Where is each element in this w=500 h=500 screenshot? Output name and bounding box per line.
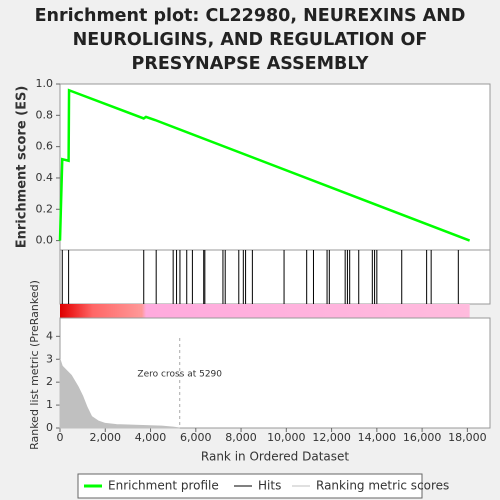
plot-area [59, 317, 491, 429]
x-tick-label: 12,000 [312, 431, 351, 444]
legend-label: Ranking metric scores [316, 479, 449, 493]
y-tick-label: 0.0 [36, 234, 54, 247]
chart-title: Enrichment plot: CL22980, NEUREXINS AND … [34, 6, 466, 74]
y-tick-label: 0 [46, 421, 53, 434]
x-tick-label: 0 [57, 431, 64, 444]
x-axis-label: Rank in Ordered Dataset [201, 450, 349, 464]
x-tick-label: 4,000 [135, 431, 167, 444]
y-tick-label: 2 [46, 375, 53, 388]
x-tick-label: 16,000 [403, 431, 442, 444]
y-tick-label: 1 [46, 398, 53, 411]
y-tick-label: 0.6 [36, 140, 54, 153]
annotation: Zero cross at 5290 [137, 370, 222, 380]
color-bar [60, 304, 470, 318]
y-tick-label: 4 [46, 329, 53, 342]
legend-label: Enrichment profile [108, 479, 219, 493]
es-line [58, 88, 471, 242]
y-tick-label: 0.8 [36, 108, 54, 121]
x-tick-label: 14,000 [358, 431, 397, 444]
y-tick-label: 3 [46, 352, 53, 365]
metric-area [59, 359, 180, 429]
y-tick-label: 1.0 [36, 77, 54, 90]
x-tick-label: 18,000 [448, 431, 487, 444]
plot-area [59, 249, 491, 305]
x-tick-label: 2,000 [90, 431, 122, 444]
y-axis-label: Ranked list metric (PreRanked) [28, 280, 41, 450]
x-tick-label: 10,000 [267, 431, 306, 444]
y-axis-label: Enrichment score (ES) [15, 86, 30, 249]
legend-label: Hits [258, 479, 281, 493]
y-tick-label: 0.2 [36, 202, 54, 215]
x-tick-label: 8,000 [225, 431, 257, 444]
y-tick-label: 0.4 [36, 171, 54, 184]
x-tick-label: 6,000 [180, 431, 212, 444]
